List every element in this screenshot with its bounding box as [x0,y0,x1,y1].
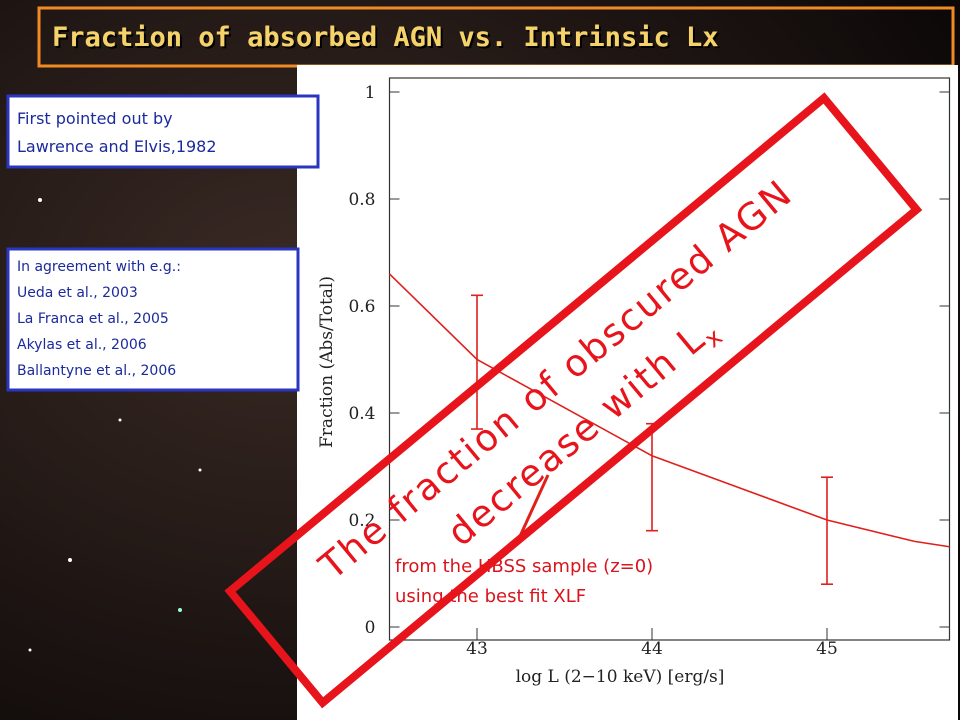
note-list: In agreement with e.g.: Ueda et al., 2003… [17,259,181,379]
note-line: Akylas et al., 2006 [17,337,147,353]
error-bar [821,476,833,586]
y-tick-label: 0 [365,618,376,638]
x-tick-label: 44 [641,639,663,659]
y-tick-label: 0.8 [348,190,375,210]
slide-title: Fraction of absorbed AGN vs. Intrinsic L… [52,22,718,53]
note-line: La Franca et al., 2005 [17,311,169,327]
note-line: In agreement with e.g.: [17,259,181,275]
annotation: using the best fit XLF [395,586,586,607]
note-box [6,247,300,392]
y-tick-label: 1 [365,83,376,103]
note-line: Ueda et al., 2003 [17,285,138,301]
curve [388,273,950,548]
y-tick-label: 0.4 [348,404,375,424]
x-tick-label: 43 [466,639,488,659]
note-line: Lawrence and Elvis,1982 [17,137,217,156]
note-line: Ballantyne et al., 2006 [17,363,176,379]
chart-panel [297,65,958,720]
note-line: First pointed out by [17,109,173,128]
x-axis-label: log L (2−10 keV) [erg/s] [516,667,725,687]
note-box [6,94,320,169]
y-tick-label: 0.2 [348,511,375,531]
y-tick-label: 0.6 [348,297,375,317]
y-axis-label: Fraction (Abs/Total) [317,276,337,448]
callout-box [224,92,923,709]
annotation: from the HBSS sample (z=0) [395,556,653,577]
plot-frame [388,77,951,641]
error-bar [471,294,483,430]
x-tick-label: 45 [816,639,838,659]
